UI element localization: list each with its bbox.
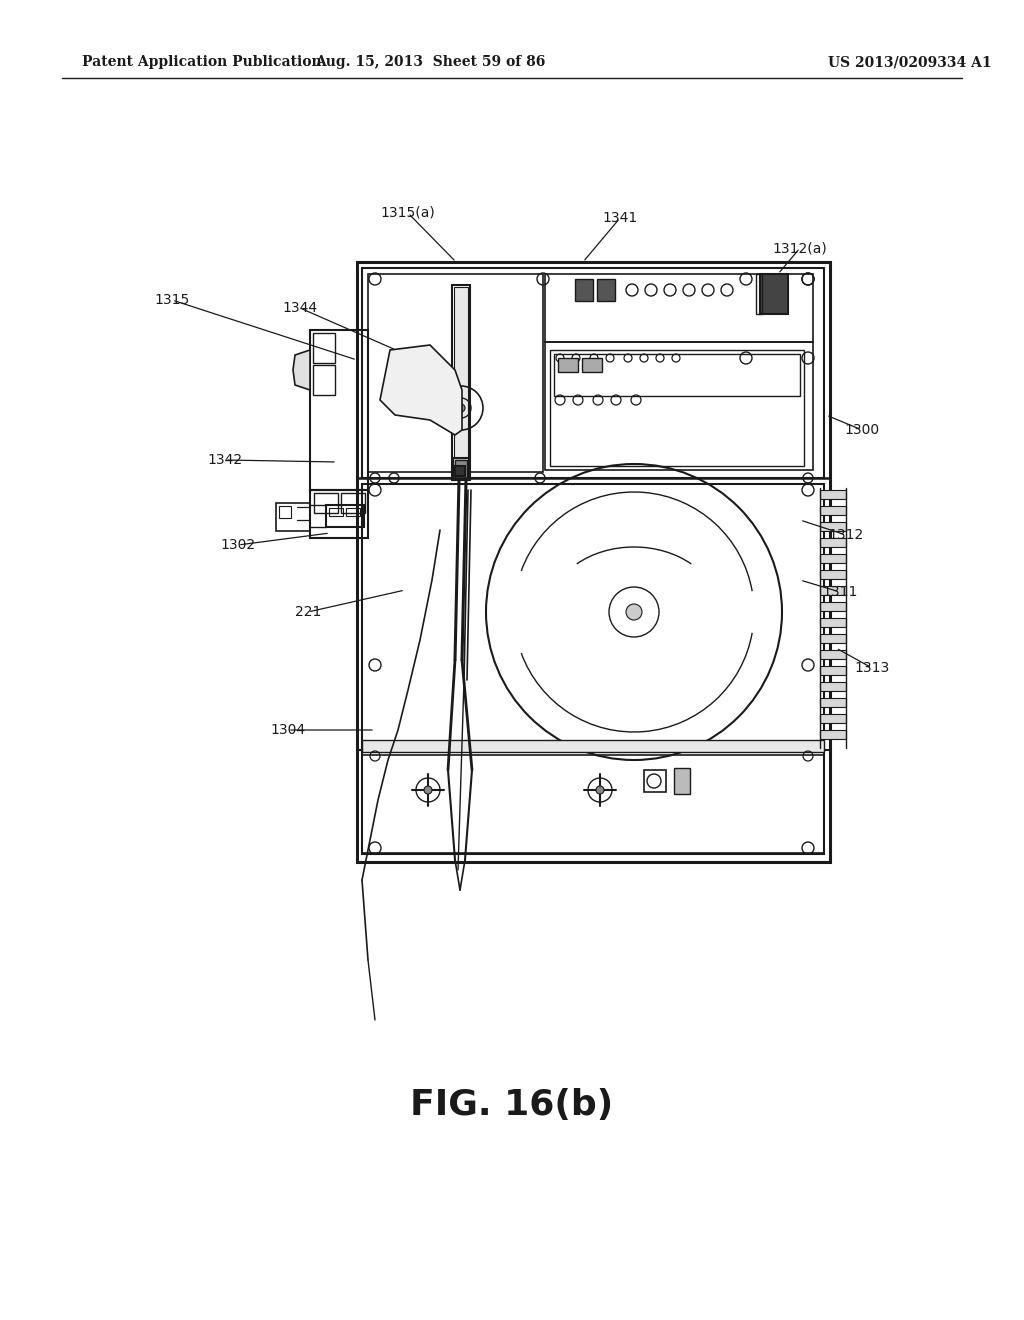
Bar	[760, 275, 788, 314]
Bar	[820, 539, 846, 546]
Bar	[276, 503, 310, 531]
Bar	[346, 508, 360, 516]
Bar	[820, 570, 846, 579]
Polygon shape	[380, 345, 462, 436]
Bar	[341, 492, 365, 513]
Bar	[575, 279, 593, 301]
Text: 1302: 1302	[220, 539, 256, 552]
Circle shape	[626, 605, 642, 620]
Text: 221: 221	[295, 605, 322, 619]
Text: 1342: 1342	[208, 453, 243, 467]
Bar	[554, 354, 800, 396]
Bar	[820, 521, 846, 531]
Bar	[820, 649, 846, 659]
Bar	[314, 492, 338, 513]
Bar	[313, 333, 335, 363]
Bar	[644, 770, 666, 792]
Bar	[820, 602, 846, 611]
Text: 1304: 1304	[270, 723, 305, 737]
Circle shape	[457, 404, 465, 412]
Bar	[455, 459, 467, 478]
Bar	[597, 279, 615, 301]
Bar	[820, 554, 846, 564]
Text: 1315: 1315	[155, 293, 189, 308]
Circle shape	[596, 785, 604, 795]
Text: 1311: 1311	[822, 585, 858, 599]
Text: 1312(a): 1312(a)	[773, 242, 827, 255]
Bar	[820, 698, 846, 708]
Polygon shape	[293, 350, 310, 389]
Bar	[545, 342, 813, 470]
Bar	[820, 667, 846, 675]
Bar	[453, 458, 469, 480]
Bar	[310, 330, 368, 490]
Bar	[582, 358, 602, 372]
Bar	[820, 506, 846, 515]
Bar	[362, 755, 824, 853]
Bar	[545, 275, 813, 342]
Bar	[279, 506, 291, 517]
Circle shape	[424, 785, 432, 795]
Bar	[550, 350, 804, 466]
Text: 1341: 1341	[602, 211, 638, 224]
Bar	[329, 508, 343, 516]
Bar	[820, 586, 846, 595]
Bar	[558, 358, 578, 372]
Text: 1312: 1312	[828, 528, 863, 543]
Text: 1315(a): 1315(a)	[381, 206, 435, 220]
Bar	[326, 506, 364, 527]
Bar	[820, 618, 846, 627]
Text: Aug. 15, 2013  Sheet 59 of 86: Aug. 15, 2013 Sheet 59 of 86	[314, 55, 545, 69]
Bar	[362, 741, 824, 752]
Bar	[310, 490, 368, 539]
Text: US 2013/0209334 A1: US 2013/0209334 A1	[828, 55, 992, 69]
Text: 1313: 1313	[854, 661, 890, 675]
Bar	[368, 275, 543, 473]
Bar	[674, 768, 690, 795]
Text: FIG. 16(b): FIG. 16(b)	[411, 1088, 613, 1122]
Bar	[313, 366, 335, 395]
Bar	[454, 286, 468, 477]
Bar	[362, 268, 824, 478]
Bar	[820, 730, 846, 739]
Bar	[820, 714, 846, 723]
Text: Patent Application Publication: Patent Application Publication	[82, 55, 322, 69]
Bar	[820, 634, 846, 643]
Bar	[756, 275, 762, 314]
Text: 1300: 1300	[845, 422, 880, 437]
Bar	[357, 261, 830, 862]
Bar	[362, 484, 824, 854]
Bar	[452, 285, 470, 480]
Bar	[820, 490, 846, 499]
Bar	[820, 682, 846, 690]
Text: 1344: 1344	[283, 301, 317, 315]
Bar	[455, 466, 465, 477]
